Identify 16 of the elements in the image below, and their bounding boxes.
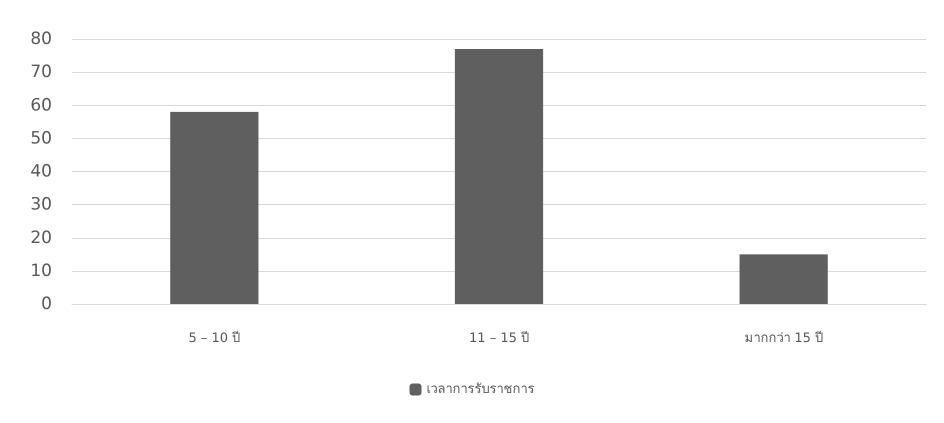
x-tick-label: 5 – 10 ปี [188,330,240,346]
y-tick-label: 30 [30,194,52,215]
bar [170,112,258,304]
y-tick-label: 50 [30,128,52,148]
y-tick-label: 60 [30,95,52,116]
bar [740,254,828,304]
y-tick-label: 40 [30,162,52,182]
y-tick-label: 80 [30,29,52,49]
legend-label: เวลาการรับราชการ [426,382,534,397]
bar [454,48,544,304]
y-tick-label: 20 [30,228,52,248]
y-tick-label: 10 [30,260,52,281]
y-tick-label: 0 [41,294,52,314]
x-tick-label: 11 – 15 ปี [469,330,529,346]
y-tick-label: 70 [30,62,52,82]
x-tick-label: มากกว่า 15 ปี [744,330,824,346]
